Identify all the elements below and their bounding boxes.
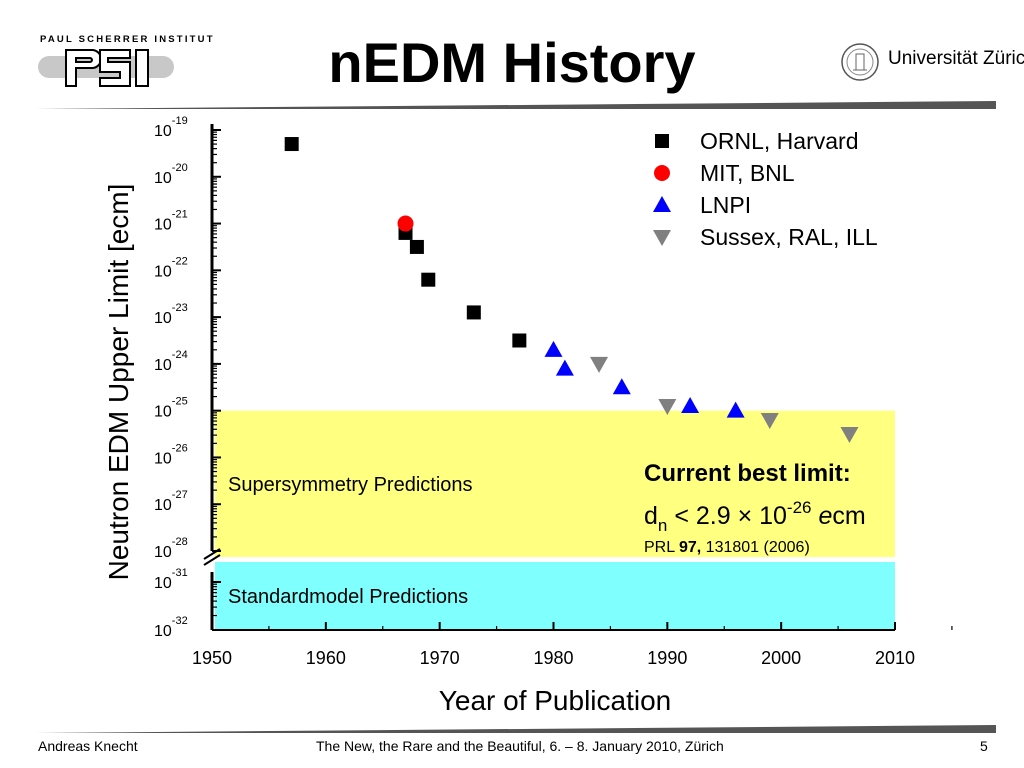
y-tick-label: 10-31 [154, 567, 188, 592]
x-tick-label: 2010 [875, 648, 915, 668]
prediction-band-sm [215, 562, 895, 630]
data-point [555, 359, 574, 376]
formula-mid: < 2.9 × 10 [667, 502, 787, 530]
data-point [284, 137, 299, 152]
formula-e: e [812, 502, 833, 530]
sm-band-label: Standardmodel Predictions [228, 586, 468, 608]
legend-marker [653, 196, 671, 212]
uzh-name: Universität Zürich [888, 48, 1024, 69]
ref-prefix: PRL [644, 539, 679, 556]
data-point [658, 398, 677, 415]
legend-marker [653, 230, 671, 246]
y-tick-label: 10-26 [154, 442, 188, 467]
data-point [409, 239, 424, 254]
legend-label: Sussex, RAL, ILL [700, 224, 878, 250]
y-tick-label: 10-32 [154, 615, 188, 640]
legend-label: LNPI [700, 192, 751, 218]
y-tick-label: 10-22 [154, 255, 188, 280]
slide-title: nEDM History [328, 31, 696, 94]
x-tick-label: 1980 [533, 648, 573, 668]
axis-break-mark [203, 554, 221, 566]
formula-exp: -26 [787, 498, 812, 517]
footer-page-number: 5 [980, 738, 988, 754]
data-point [397, 215, 414, 232]
footer-event: The New, the Rare and the Beautiful, 6. … [316, 738, 724, 754]
data-point [466, 305, 481, 320]
data-point [544, 340, 563, 357]
legend-label: MIT, BNL [700, 160, 795, 186]
bottom-rule [36, 725, 996, 733]
data-point [681, 396, 700, 413]
uzh-logo: Universität Zürich [840, 40, 1024, 84]
formula-d: d [644, 502, 658, 530]
y-axis-title: Neutron EDM Upper Limit [ecm] [103, 184, 134, 581]
top-rule [36, 101, 996, 109]
data-point [760, 413, 779, 430]
best-limit-heading: Current best limit: [644, 460, 851, 487]
formula-unit: cm [832, 502, 865, 530]
data-point [612, 378, 631, 395]
x-tick-label: 2000 [761, 648, 801, 668]
best-limit-reference: PRL 97, 131801 (2006) [644, 539, 810, 556]
data-point [726, 401, 745, 418]
x-tick-label: 1970 [420, 648, 460, 668]
x-axis-title: Year of Publication [439, 685, 671, 716]
legend-marker [654, 165, 670, 181]
data-point [840, 427, 859, 444]
prediction-band-susy [215, 410, 895, 557]
data-point [590, 356, 609, 373]
psi-logo: PAUL SCHERRER INSTITUT [36, 34, 213, 94]
uzh-seal-icon [841, 43, 879, 81]
y-tick-label: 10-24 [154, 349, 188, 374]
x-tick-label: 1960 [306, 648, 346, 668]
x-tick-label: 1950 [192, 648, 232, 668]
psi-logo-lettering: PAUL SCHERRER INSTITUT [40, 34, 215, 45]
y-tick-label: 10-23 [154, 302, 188, 327]
footer-author: Andreas Knecht [38, 738, 138, 754]
y-tick-label: 10-28 [154, 536, 188, 561]
y-tick-label: 10-25 [154, 396, 188, 421]
legend-label: ORNL, Harvard [700, 128, 858, 154]
susy-band-label: Supersymmetry Predictions [228, 474, 473, 496]
y-tick-label: 10-27 [154, 489, 188, 514]
y-tick-label: 10-20 [154, 162, 188, 187]
ref-rest: 131801 (2006) [701, 539, 810, 556]
y-tick-label: 10-21 [154, 209, 188, 234]
ref-volume: 97, [679, 539, 701, 556]
x-tick-label: 1990 [647, 648, 687, 668]
psi-logo-graphic [38, 49, 174, 87]
legend-marker [655, 134, 669, 148]
y-tick-label: 10-19 [154, 115, 188, 140]
data-point [512, 333, 527, 348]
formula-sub: n [658, 516, 667, 535]
data-point [421, 272, 436, 287]
best-limit-formula: dn < 2.9 × 10-26 ecm [644, 498, 866, 535]
